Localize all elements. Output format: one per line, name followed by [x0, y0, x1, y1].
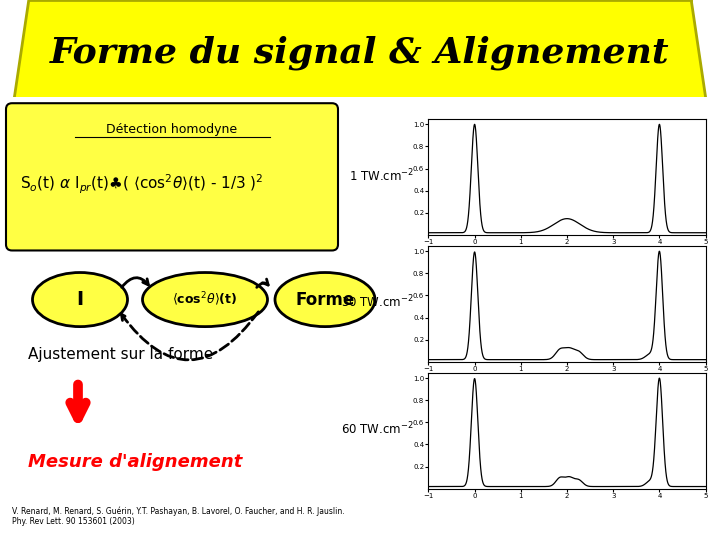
Text: I: I — [76, 290, 84, 309]
Text: 30 TW.cm$^{-2}$: 30 TW.cm$^{-2}$ — [341, 294, 414, 310]
Ellipse shape — [275, 273, 375, 327]
Polygon shape — [14, 0, 706, 97]
Text: Ajustement sur la forme: Ajustement sur la forme — [28, 347, 213, 362]
Text: Forme du signal & Alignement: Forme du signal & Alignement — [50, 35, 670, 70]
Text: S$_o$(t) $\alpha$ I$_{pr}$(t)$\clubsuit$( $\langle$cos$^2\theta\rangle$(t) - 1/3: S$_o$(t) $\alpha$ I$_{pr}$(t)$\clubsuit$… — [20, 173, 264, 196]
Ellipse shape — [143, 273, 268, 327]
Text: $\langle$cos$^2\theta\rangle$(t): $\langle$cos$^2\theta\rangle$(t) — [172, 291, 238, 308]
Text: 60 TW.cm$^{-2}$: 60 TW.cm$^{-2}$ — [341, 421, 414, 437]
Text: Détection homodyne: Détection homodyne — [107, 123, 238, 136]
Text: 1 TW.cm$^{-2}$: 1 TW.cm$^{-2}$ — [349, 167, 414, 184]
Text: Mesure d'alignement: Mesure d'alignement — [28, 453, 243, 471]
Text: Forme: Forme — [295, 291, 355, 308]
Ellipse shape — [32, 273, 127, 327]
FancyBboxPatch shape — [6, 103, 338, 251]
Text: V. Renard, M. Renard, S. Guérin, Y.T. Pashayan, B. Lavorel, O. Faucher, and H. R: V. Renard, M. Renard, S. Guérin, Y.T. Pa… — [12, 506, 345, 526]
